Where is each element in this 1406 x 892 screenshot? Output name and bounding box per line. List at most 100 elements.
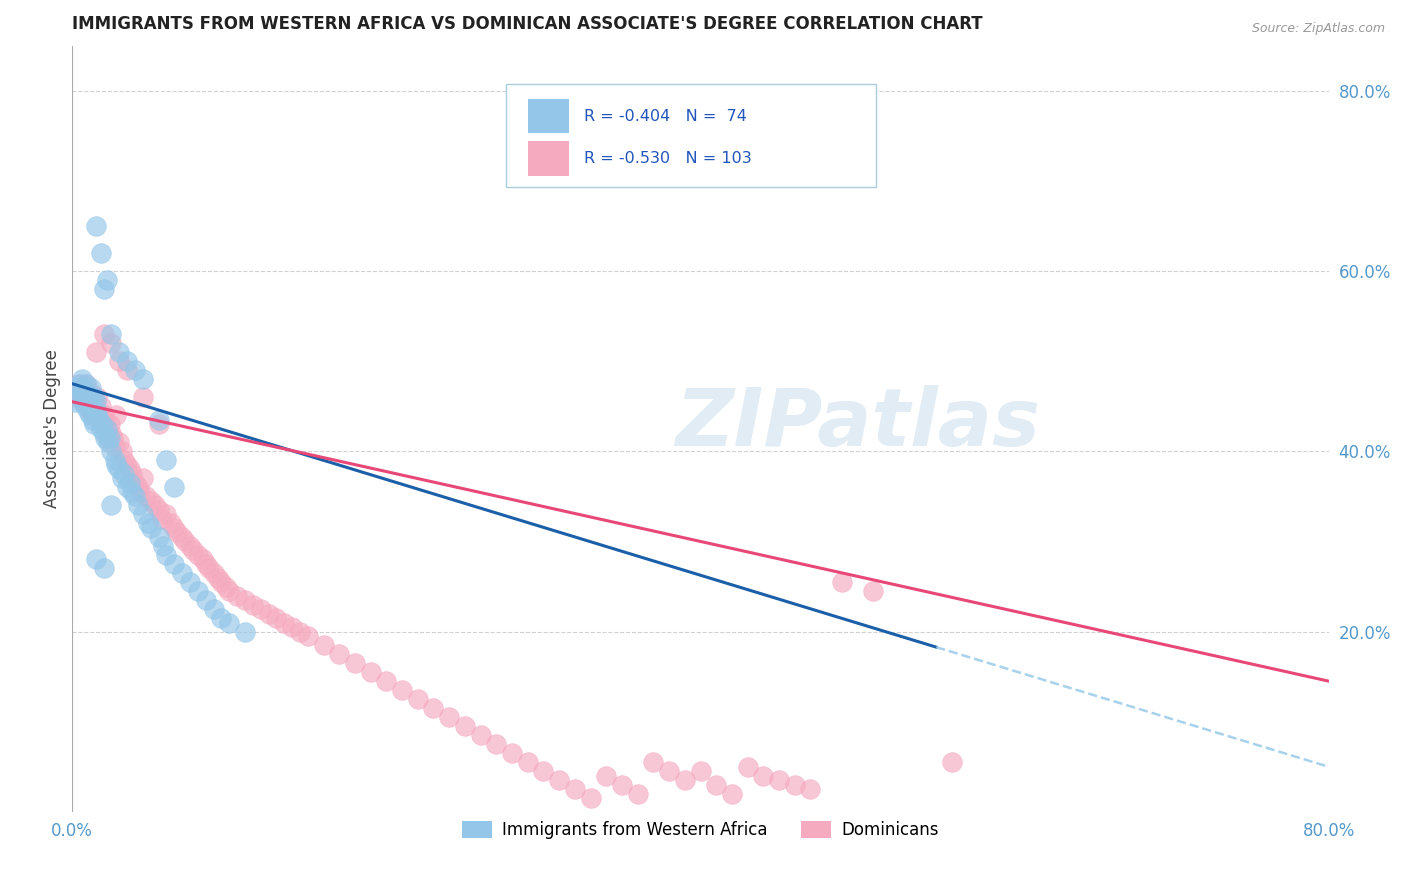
Point [627,787,650,801]
Point [181,543,204,558]
Point [67,390,90,404]
Point [135,489,157,503]
Point [128,484,150,499]
Point [343,656,366,670]
Point [132,390,155,404]
Point [595,769,617,783]
Point [89,422,111,436]
Point [115,458,138,472]
Point [121,484,143,499]
Point [721,787,744,801]
Point [328,647,350,661]
Point [533,764,555,779]
Point [391,683,413,698]
Point [207,570,229,584]
Point [257,607,280,621]
Point [79,409,101,423]
Point [127,499,149,513]
Point [93,561,115,575]
Point [172,530,194,544]
Point [112,453,135,467]
Point [862,584,884,599]
Point [136,516,159,531]
Point [163,480,186,494]
Point [66,390,89,404]
Point [104,440,127,454]
Point [172,566,194,580]
Point [191,552,214,566]
Point [132,508,155,522]
Bar [529,141,568,176]
Point [84,552,107,566]
Point [127,480,149,494]
Point [105,458,128,472]
Point [100,499,122,513]
Y-axis label: Associate's Degree: Associate's Degree [44,350,60,508]
Point [100,444,122,458]
Point [242,598,264,612]
Point [132,471,155,485]
Point [548,773,571,788]
Point [297,629,319,643]
Point [163,557,186,571]
Point [70,385,93,400]
Point [148,530,170,544]
Point [75,376,97,391]
Point [454,719,477,733]
Point [194,593,217,607]
Point [86,390,108,404]
Point [288,624,311,639]
Point [73,390,96,404]
Point [145,499,167,513]
Point [87,413,110,427]
Point [87,413,110,427]
Point [941,756,963,770]
Point [96,422,118,436]
Point [233,624,256,639]
FancyBboxPatch shape [506,84,876,187]
Point [132,372,155,386]
Point [179,539,201,553]
Point [564,782,586,797]
Point [105,409,128,423]
Point [108,435,131,450]
Point [100,327,122,342]
Point [155,453,177,467]
Point [211,574,233,589]
Point [148,417,170,432]
Point [82,403,104,417]
Point [218,584,240,599]
Point [124,489,146,503]
Point [516,756,538,770]
Point [202,602,225,616]
Point [166,525,188,540]
Point [160,516,183,531]
Point [83,417,105,432]
Point [799,782,821,797]
Point [752,769,775,783]
Text: R = -0.530   N = 103: R = -0.530 N = 103 [583,151,751,166]
Legend: Immigrants from Western Africa, Dominicans: Immigrants from Western Africa, Dominica… [456,814,945,846]
Point [98,431,121,445]
Point [80,399,103,413]
Point [115,363,138,377]
Point [84,219,107,233]
Point [79,403,101,417]
Point [120,462,142,476]
Point [89,399,111,413]
Point [375,674,398,689]
Point [72,394,94,409]
Point [121,467,143,481]
Point [470,728,492,742]
Point [139,494,162,508]
Point [80,381,103,395]
Point [94,431,117,445]
Point [108,345,131,359]
Point [69,385,91,400]
Point [93,409,115,423]
Point [79,390,101,404]
Text: Source: ZipAtlas.com: Source: ZipAtlas.com [1251,22,1385,36]
Point [97,431,120,445]
Point [86,409,108,423]
Point [73,399,96,413]
